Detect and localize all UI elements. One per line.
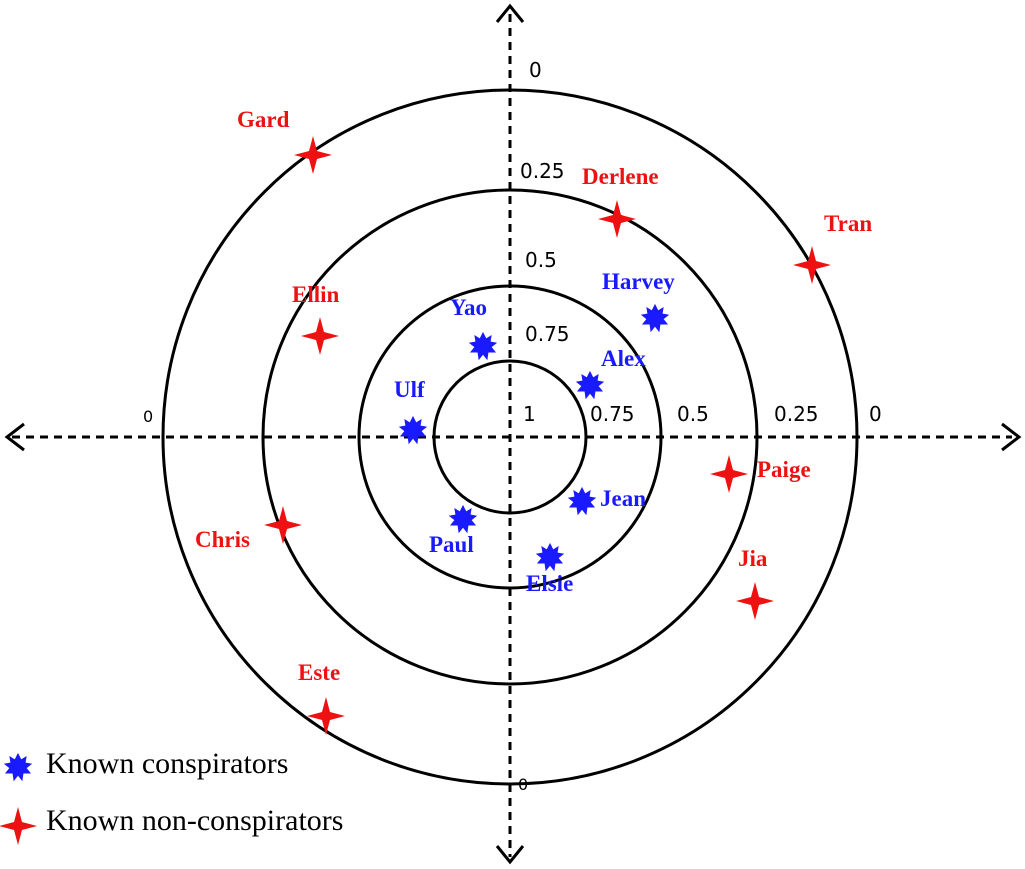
non-conspirator-labels: Gard Derlene Tran Ellin Paige Chris Jia … (195, 107, 872, 685)
label-tran: Tran (824, 211, 872, 236)
legend-conspirators-label: Known conspirators (46, 747, 288, 780)
label-ulf: Ulf (394, 377, 425, 402)
four-point-star-icon (710, 455, 748, 493)
label-paul: Paul (429, 532, 474, 557)
four-point-star-icon (301, 317, 339, 355)
axes (4, 3, 1022, 865)
label-yao: Yao (450, 295, 487, 320)
label-jia: Jia (738, 546, 768, 571)
legend-starburst-icon (4, 753, 32, 781)
label-elsie: Elsie (526, 571, 573, 596)
arrow-left-icon (4, 422, 25, 452)
arrow-right-icon (1001, 422, 1022, 452)
four-point-star-icon (793, 246, 831, 284)
label-chris: Chris (195, 527, 250, 552)
tick-right-0: 0 (869, 402, 882, 426)
legend-four-point-star-icon (0, 807, 37, 845)
starburst-icon (399, 416, 427, 444)
label-jean: Jean (600, 486, 646, 511)
conspirator-labels: Harvey Yao Alex Ulf Jean Paul Elsie (394, 269, 675, 596)
label-este: Este (298, 660, 340, 685)
tick-right-1: 1 (523, 402, 536, 426)
label-ellin: Ellin (292, 282, 340, 307)
four-point-star-icon (307, 697, 345, 735)
label-harvey: Harvey (602, 269, 675, 294)
starburst-icon (576, 371, 604, 399)
tick-top-0.5: 0.5 (525, 248, 557, 272)
starburst-icon (469, 332, 497, 360)
four-point-star-icon (264, 506, 302, 544)
tick-right-0.5: 0.5 (677, 402, 709, 426)
label-derlene: Derlene (582, 164, 659, 189)
legend: Known conspirators Known non-conspirator… (0, 747, 343, 845)
tick-top-0.75: 0.75 (525, 322, 570, 346)
tick-top-0.25: 0.25 (520, 159, 565, 183)
tick-top-0: 0 (529, 58, 542, 82)
four-point-star-icon (736, 582, 774, 620)
starburst-icon (568, 487, 596, 515)
legend-non-conspirators-label: Known non-conspirators (46, 804, 343, 837)
starburst-icon (536, 543, 564, 571)
four-point-star-icon (598, 200, 636, 238)
label-paige: Paige (757, 457, 811, 482)
tick-right-0.25: 0.25 (774, 402, 819, 426)
label-gard: Gard (237, 107, 290, 132)
axis-tick-labels: 0 0.25 0.5 0.75 1 0.75 0.5 0.25 0 0 0 (143, 58, 882, 794)
starburst-icon (449, 505, 477, 533)
arrow-up-icon (495, 3, 525, 23)
tick-left-0: 0 (143, 407, 153, 426)
arrow-down-icon (495, 845, 525, 865)
tick-bottom-0: 0 (518, 775, 528, 794)
starburst-icon (641, 304, 669, 332)
label-alex: Alex (601, 346, 646, 371)
tick-right-0.75: 0.75 (590, 402, 635, 426)
